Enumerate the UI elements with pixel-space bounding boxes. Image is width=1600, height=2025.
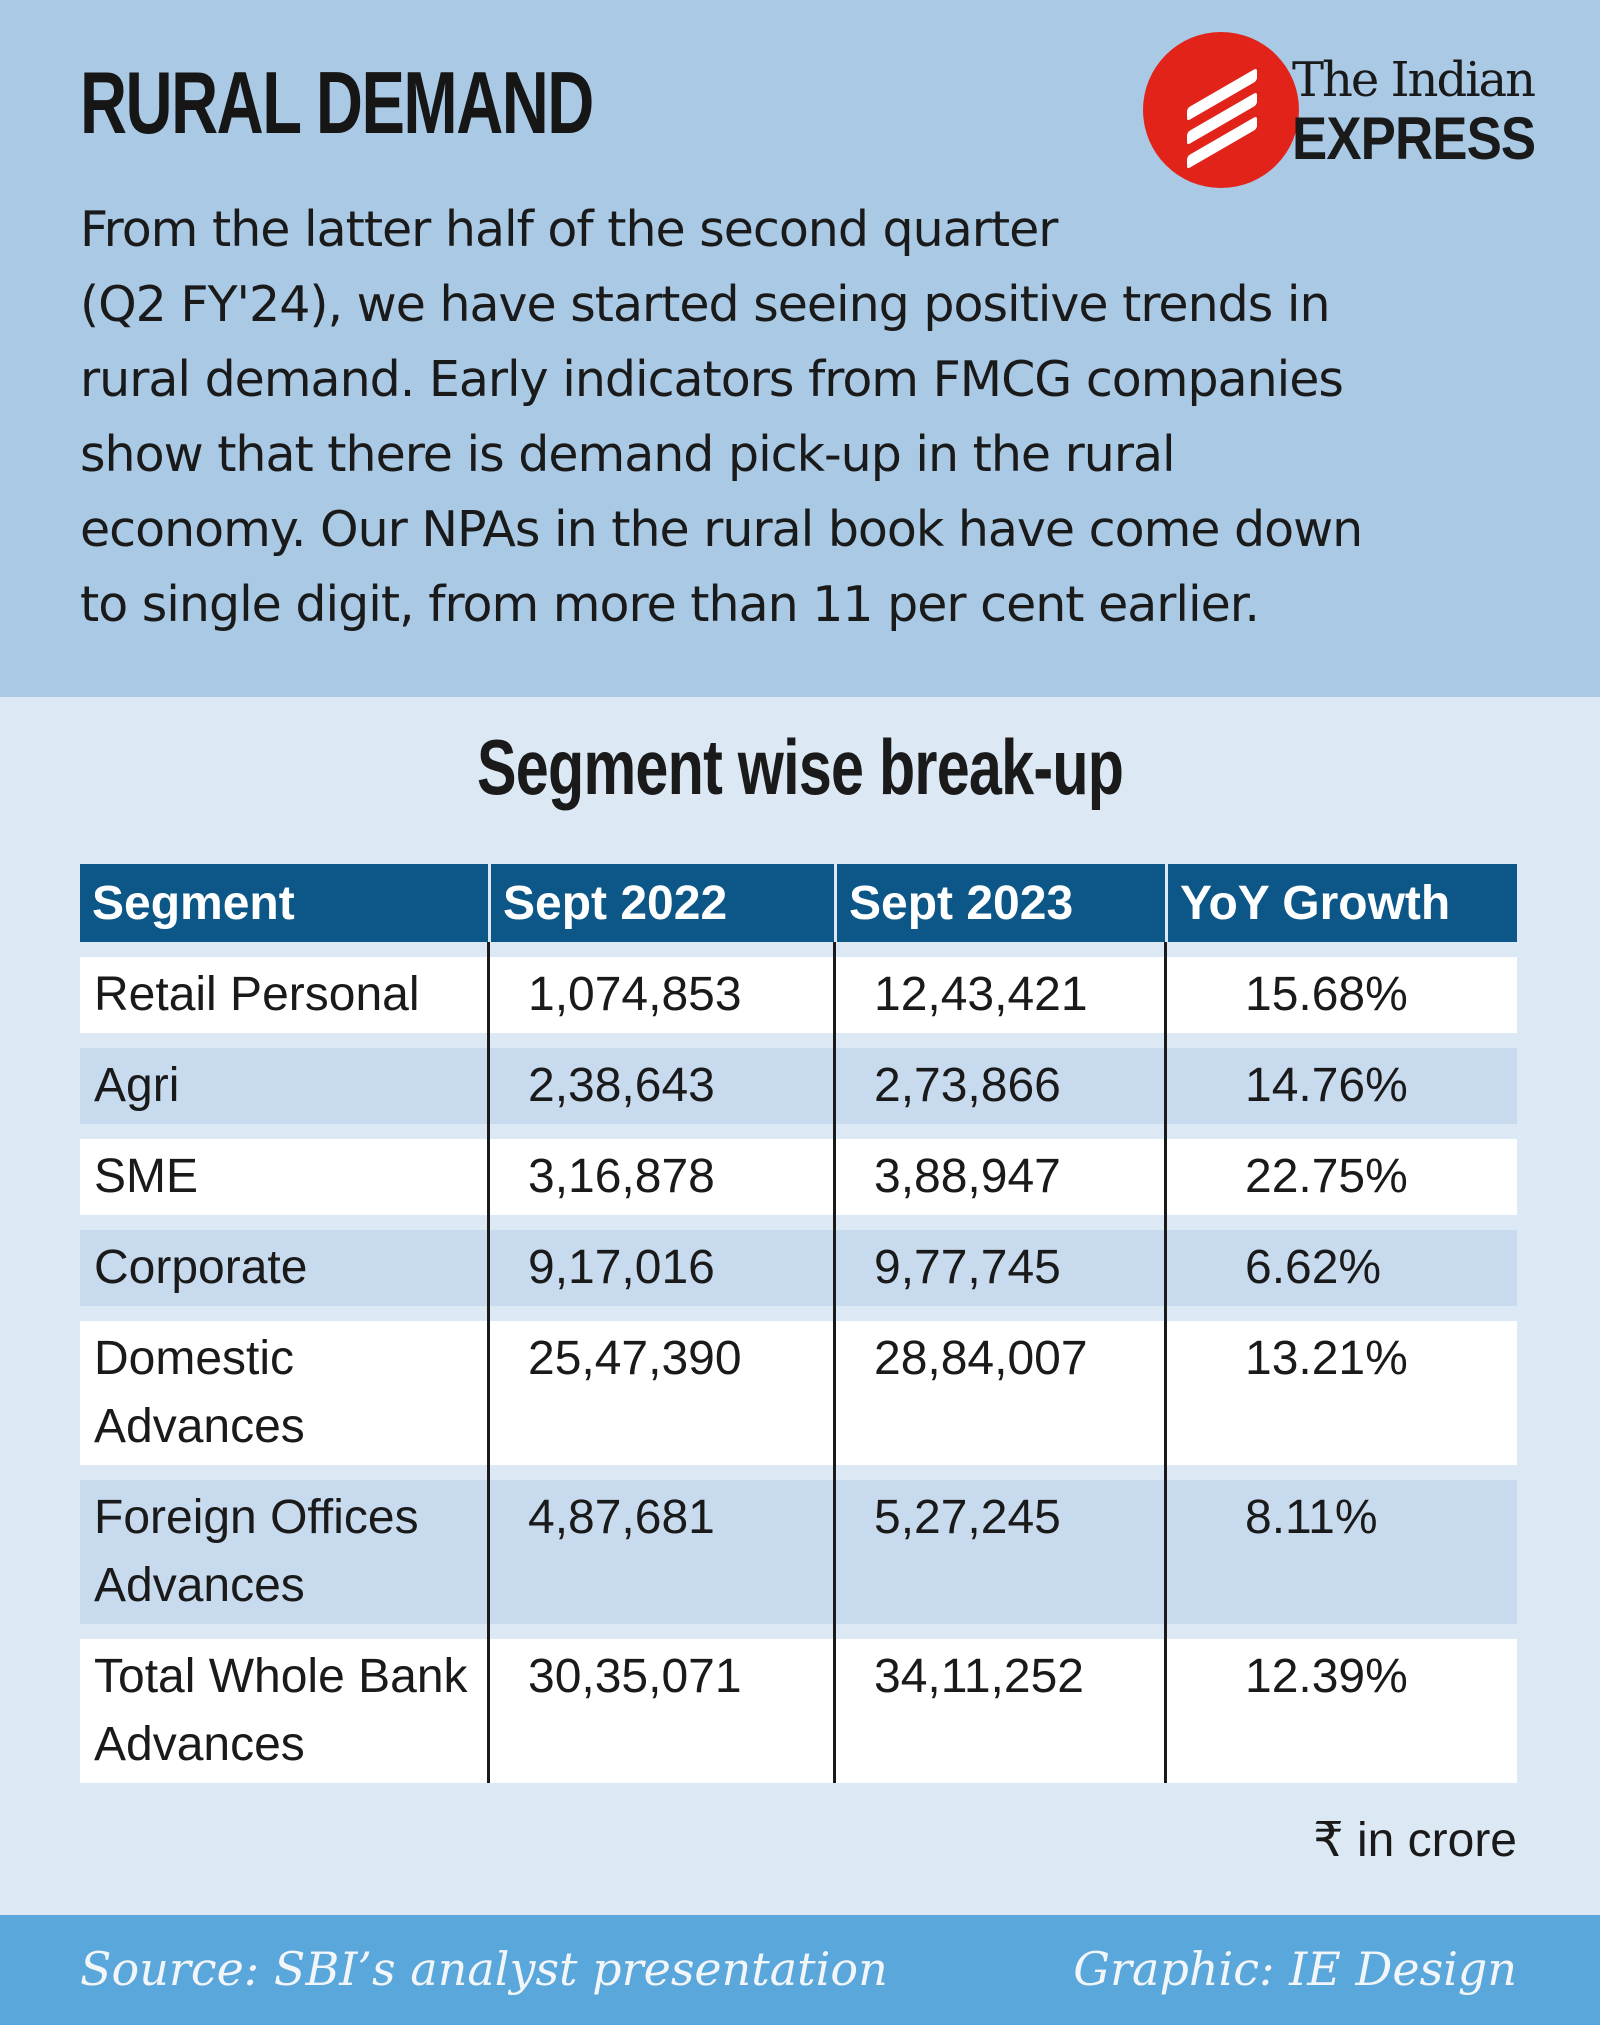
intro-line: economy. Our NPAs in the rural book have… [80, 501, 1363, 558]
cell-value: 15.68% [1165, 957, 1517, 1033]
cell-value: 8.11% [1165, 1480, 1517, 1624]
table-row: Retail Personal 1,074,853 12,43,421 15.68% [80, 957, 1517, 1033]
cell-value: 25,47,390 [488, 1321, 834, 1465]
row-label: Retail Personal [80, 957, 488, 1033]
row-label: SME [80, 1139, 488, 1215]
row-label: Total Whole Bank Advances [80, 1639, 488, 1783]
header-row: Segment Sept 2022 Sept 2023 YoY Growth [80, 864, 1517, 942]
cell-value: 6.62% [1165, 1230, 1517, 1306]
column-divider [486, 942, 490, 1783]
cell-value: 4,87,681 [488, 1480, 834, 1624]
row-label: Foreign Offices Advances [80, 1480, 488, 1624]
table-row: Agri 2,38,643 2,73,866 14.76% [80, 1048, 1517, 1124]
cell-value: 3,16,878 [488, 1139, 834, 1215]
intro-line: From the latter half of the second quart… [80, 201, 1058, 258]
row-label: Domestic Advances [80, 1321, 488, 1465]
cell-value: 12,43,421 [834, 957, 1165, 1033]
column-divider [832, 942, 836, 1783]
unit-note: ₹ in crore [1313, 1814, 1517, 1867]
cell-value: 12.39% [1165, 1639, 1517, 1783]
header-band: RURAL DEMAND The Indian EXPRESS From the… [0, 0, 1600, 697]
data-table: Segment Sept 2022 Sept 2023 YoY Growth Reta… [80, 849, 1517, 1798]
intro-text: From the latter half of the second quart… [80, 192, 1363, 642]
cell-value: 5,27,245 [834, 1480, 1165, 1624]
cell-value: 14.76% [1165, 1048, 1517, 1124]
table-row: Corporate 9,17,016 9,77,745 6.62% [80, 1230, 1517, 1306]
intro-line: show that there is demand pick-up in the… [80, 426, 1176, 483]
credit: Graphic: IE Design [1073, 1942, 1517, 1996]
table-row: Domestic Advances 25,47,390 28,84,007 13.21… [80, 1321, 1517, 1465]
intro-line: to single digit, from more than 11 per c… [80, 576, 1260, 633]
cell-value: 34,11,252 [834, 1639, 1165, 1783]
cell-value: 13.21% [1165, 1321, 1517, 1465]
column-header: Sept 2023 [834, 864, 1165, 942]
logo-text: The Indian [1292, 52, 1536, 108]
cell-value: 30,35,071 [488, 1639, 834, 1783]
table-row: Total Whole Bank Advances 30,35,071 34,11,… [80, 1639, 1517, 1783]
intro-line: (Q2 FY'24), we have started seeing posit… [80, 276, 1331, 333]
table-body: Retail Personal 1,074,853 12,43,421 15.68% A… [80, 957, 1517, 1783]
intro-line: rural demand. Early indicators from FMCG… [80, 351, 1344, 408]
row-label: Corporate [80, 1230, 488, 1306]
logo-text: EXPRESS [1292, 105, 1536, 172]
cell-value: 2,38,643 [488, 1048, 834, 1124]
table-row: Foreign Offices Advances 4,87,681 5,27,245… [80, 1480, 1517, 1624]
column-divider [1163, 942, 1167, 1783]
source: Source: SBI’s analyst presentation [80, 1942, 888, 1996]
column-header: YoY Growth [1165, 864, 1517, 942]
cell-value: 9,17,016 [488, 1230, 834, 1306]
cell-value: 28,84,007 [834, 1321, 1165, 1465]
cell-value: 3,88,947 [834, 1139, 1165, 1215]
table-title: Segment wise break-up [476, 723, 1124, 811]
cell-value: 2,73,866 [834, 1048, 1165, 1124]
footer-band: Source: SBI’s analyst presentation Graph… [0, 1915, 1600, 2025]
table-row: SME 3,16,878 3,88,947 22.75% [80, 1139, 1517, 1215]
row-label: Agri [80, 1048, 488, 1124]
column-header: Segment [80, 864, 488, 942]
logo-mark [1143, 32, 1299, 188]
cell-value: 22.75% [1165, 1139, 1517, 1215]
column-header: Sept 2022 [488, 864, 834, 942]
cell-value: 1,074,853 [488, 957, 834, 1033]
cell-value: 9,77,745 [834, 1230, 1165, 1306]
table-title-wrap: Segment wise break-up [0, 722, 1600, 813]
title: RURAL DEMAND [80, 53, 594, 152]
